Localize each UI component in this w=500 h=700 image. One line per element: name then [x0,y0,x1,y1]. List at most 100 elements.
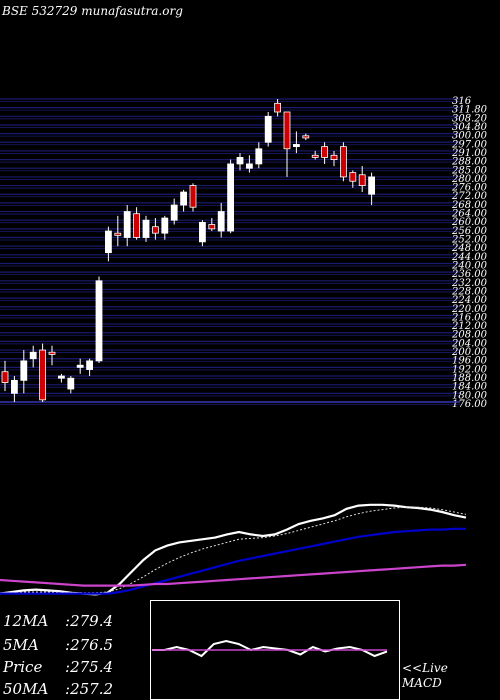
ma50-value: 257.2 [70,680,114,698]
candle-body [58,375,65,379]
candle-body [349,172,357,182]
y-tick-label: 264.00 [451,209,488,220]
ma12-readout: 12MA: 279.4 [3,612,113,630]
candle-body [180,191,188,206]
y-tick-label: 311.80 [452,105,488,116]
candle-body [330,154,338,160]
y-tick-label: 224.00 [451,295,488,306]
y-tick-label: 204.00 [451,338,488,349]
y-tick-label: 304.80 [452,122,488,133]
y-tick-label: 232.00 [451,278,488,289]
y-tick-label: 252.00 [451,235,488,246]
y-tick-label: 240.00 [451,260,488,271]
candle-body [302,135,310,139]
price-candlestick-chart: 316311.80308.20304.80300.00297.00291.002… [0,96,488,410]
candle-body [339,146,347,178]
candle-body [86,360,93,370]
candle-body [245,163,253,169]
candle-body [311,154,319,158]
ma5-value: 276.5 [70,636,114,654]
candle-body [133,213,141,238]
candle-body [321,146,329,158]
candle-body [198,221,206,243]
candle-body [161,217,169,234]
ma50-readout: 50MA: 257.2 [3,680,113,698]
candle-body [1,371,9,383]
live-label: <<Live [402,661,448,675]
candle-body [10,379,18,394]
y-tick-label: 248.00 [451,243,488,254]
candle-body [67,377,75,390]
candle-body [105,230,112,254]
ma12-separator: : [65,612,71,630]
price-readout: Price : 275.4 [3,658,113,676]
y-tick-label: 272.00 [451,191,488,202]
candle-body [48,351,56,355]
y-tick-label: 176.00 [452,399,488,410]
ma50-label: 50MA [3,680,49,698]
candle-body [368,176,376,195]
y-tick-label: 316 [452,96,472,107]
candle-body [217,211,225,232]
y-tick-label: 268.00 [451,200,488,211]
ma12-value: 279.4 [70,612,114,630]
y-tick-label: 260.00 [451,217,488,228]
candle-body [264,115,272,143]
candle-body [76,364,84,368]
candle-body [114,232,122,236]
macd-line [152,639,388,658]
ma5-readout: 5MA: 276.5 [3,636,113,654]
y-tick-label: 280.00 [451,174,488,185]
y-tick-label: 192.00 [452,364,488,375]
candle-body [227,163,235,232]
ma-series-line [0,503,467,596]
candle-body [274,102,282,113]
macd-chart [152,639,388,658]
y-tick-label: 256.00 [451,226,488,237]
candle-body [39,349,46,401]
candle-body [170,204,178,221]
candle-body [20,360,28,381]
candle-body [142,219,150,238]
candle-body [151,226,159,234]
y-tick-label: 291.00 [451,148,488,159]
y-tick-label: 228.00 [451,286,488,297]
ma-series-line [0,527,466,595]
y-tick-label: 244.00 [451,252,488,263]
y-tick-label: 208.00 [451,330,488,341]
candle-body [123,211,131,238]
macd-live-label: <<Live MACD [402,661,448,691]
ma5-separator: : [65,636,71,654]
y-tick-label: 300.00 [452,131,488,142]
candle-body [255,148,263,165]
candle-body [358,174,366,186]
candle-body [236,157,244,165]
ma5-label: 5MA [3,636,39,654]
chart-title: BSE 532729 munafasutra.org [2,4,183,18]
macd-label: MACD [402,676,442,690]
candle-body [208,224,216,230]
price-separator: : [65,658,71,676]
y-tick-label: 212.00 [451,321,488,332]
price-label: Price [3,658,43,676]
candle-body [189,185,197,208]
y-tick-label: 220.00 [451,304,488,315]
candle-body [95,280,103,362]
price-value: 275.4 [70,658,114,676]
y-tick-label: 196.00 [452,356,488,367]
y-tick-label: 216.00 [451,312,488,323]
candle-body [283,111,291,150]
ma-series-line [0,563,467,587]
y-tick-label: 297.00 [451,139,488,150]
y-tick-label: 184.00 [452,382,488,393]
moving-average-chart [0,503,467,596]
y-tick-label: 285.00 [451,165,488,176]
y-tick-label: 180.00 [452,390,488,401]
y-tick-label: 288.00 [451,157,488,168]
candle-body [29,351,37,360]
y-tick-label: 200.00 [451,347,488,358]
y-tick-label: 276.00 [451,183,488,194]
ma12-label: 12MA [3,612,49,630]
candle-body [292,144,300,148]
